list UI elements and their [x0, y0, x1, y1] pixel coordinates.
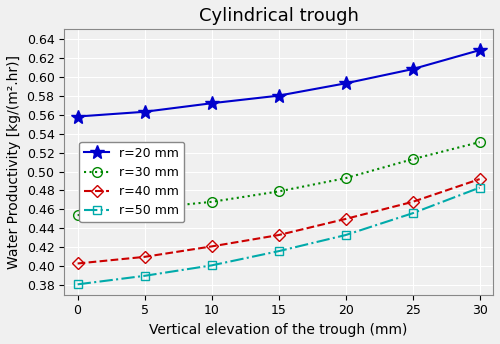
r=20 mm: [276, 94, 281, 98]
r=50 mm: [410, 211, 416, 215]
r=40 mm: [74, 261, 80, 266]
r=30 mm: [476, 140, 482, 144]
r=30 mm: [342, 176, 348, 180]
Legend: r=20 mm, r=30 mm, r=40 mm, r=50 mm: r=20 mm, r=30 mm, r=40 mm, r=50 mm: [79, 142, 184, 223]
r=50 mm: [342, 233, 348, 237]
r=50 mm: [476, 185, 482, 190]
r=40 mm: [342, 217, 348, 221]
Line: r=40 mm: r=40 mm: [74, 175, 484, 268]
r=20 mm: [208, 101, 214, 105]
r=50 mm: [142, 274, 148, 278]
r=40 mm: [410, 200, 416, 204]
r=30 mm: [208, 200, 214, 204]
X-axis label: Vertical elevation of the trough (mm): Vertical elevation of the trough (mm): [150, 323, 408, 337]
Line: r=20 mm: r=20 mm: [70, 43, 486, 123]
r=20 mm: [342, 81, 348, 85]
r=30 mm: [142, 206, 148, 211]
r=50 mm: [208, 263, 214, 267]
r=20 mm: [410, 67, 416, 71]
Title: Cylindrical trough: Cylindrical trough: [198, 7, 358, 25]
Y-axis label: Water Productivity [kg/(m².hr)]: Water Productivity [kg/(m².hr)]: [7, 55, 21, 269]
r=40 mm: [276, 233, 281, 237]
r=40 mm: [476, 177, 482, 181]
r=20 mm: [476, 48, 482, 52]
r=20 mm: [142, 110, 148, 114]
r=30 mm: [74, 213, 80, 217]
r=50 mm: [276, 249, 281, 253]
r=40 mm: [142, 255, 148, 259]
r=30 mm: [276, 189, 281, 193]
Line: r=50 mm: r=50 mm: [74, 183, 484, 289]
r=40 mm: [208, 244, 214, 248]
r=50 mm: [74, 282, 80, 287]
r=30 mm: [410, 157, 416, 161]
r=20 mm: [74, 115, 80, 119]
Line: r=30 mm: r=30 mm: [73, 137, 484, 220]
